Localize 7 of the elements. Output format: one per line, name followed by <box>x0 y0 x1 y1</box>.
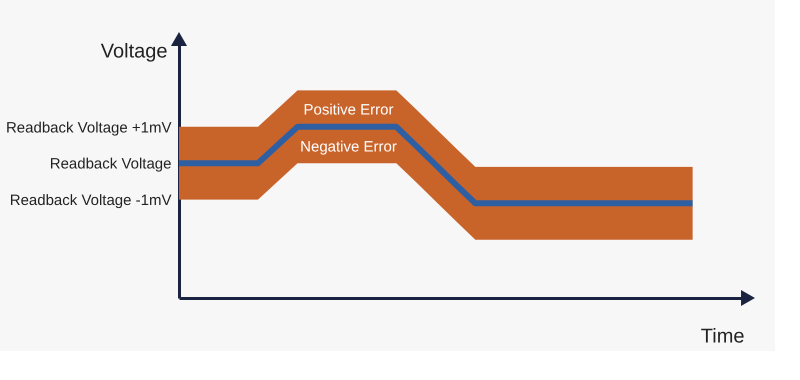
annotation: Positive Error <box>303 101 394 118</box>
y-tick-label: Readback Voltage <box>50 156 172 173</box>
y-tick-label: Readback Voltage +1mV <box>6 119 172 136</box>
y-tick-label: Readback Voltage -1mV <box>10 192 172 210</box>
y-axis-title: Voltage <box>100 40 168 62</box>
annotation: Negative Error <box>300 138 397 156</box>
x-axis-title: Time <box>700 326 744 348</box>
